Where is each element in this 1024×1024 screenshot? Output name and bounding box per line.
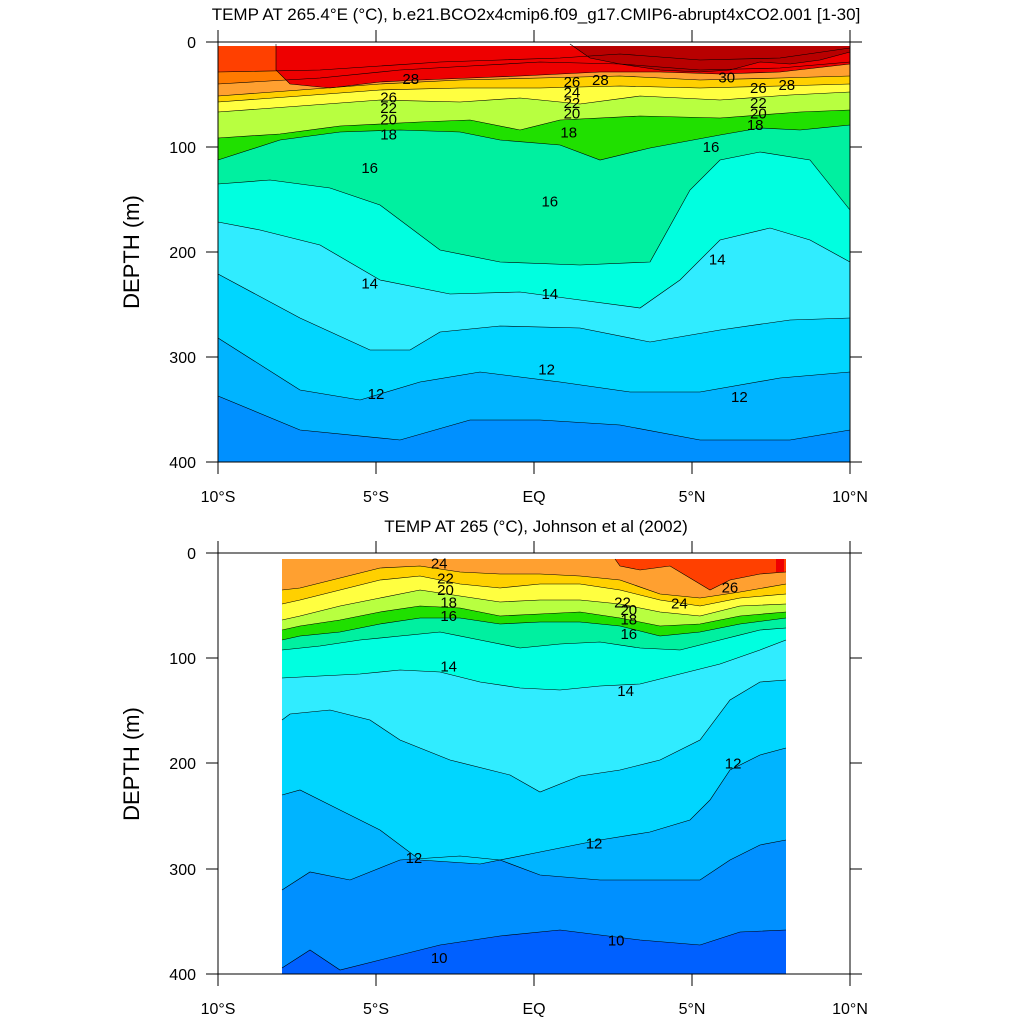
contour-label: 24 — [431, 556, 448, 573]
y-tick-label: 400 — [169, 967, 196, 984]
contour-label: 26 — [722, 580, 739, 597]
x-ticks — [217, 30, 851, 474]
x-tick-labels: 10°S 5°S EQ 5°N 10°N — [201, 1001, 868, 1018]
contour-label: 14 — [541, 286, 558, 303]
y-axis-label: DEPTH (m) — [119, 707, 144, 821]
contour-label: 16 — [541, 194, 558, 211]
contour-label: 14 — [617, 683, 634, 700]
contour-label: 28 — [402, 71, 419, 88]
contour-label: 12 — [725, 756, 742, 773]
x-tick-label: 5°S — [363, 1001, 389, 1018]
x-tick-label: 10°N — [832, 1001, 868, 1018]
x-ticks — [217, 541, 851, 986]
contour-label: 24 — [671, 596, 688, 613]
y-tick-label: 100 — [169, 651, 196, 668]
contour-label: 30 — [718, 70, 735, 87]
y-tick-labels: 0 100 200 300 400 — [169, 546, 196, 984]
y-tick-label: 200 — [169, 756, 196, 773]
y-tick-label: 0 — [187, 35, 196, 52]
contour-label: 20 — [620, 602, 637, 619]
x-tick-label: 5°N — [679, 1001, 706, 1018]
y-tick-labels: 0 100 200 300 400 — [169, 35, 196, 472]
contour-label: 12 — [586, 835, 603, 852]
contour-label: 18 — [560, 124, 577, 141]
contour-label: 18 — [380, 126, 397, 143]
contour-fill — [282, 559, 786, 974]
y-tick-label: 300 — [169, 862, 196, 879]
panel-model: TEMP AT 265.4°E (°C), b.e21.BCO2x4cmip6.… — [119, 5, 868, 506]
contour-label: 16 — [361, 160, 378, 177]
contour-label: 16 — [440, 608, 457, 625]
contour-label: 14 — [709, 251, 726, 268]
y-tick-label: 400 — [169, 455, 196, 472]
chart-title: TEMP AT 265.4°E (°C), b.e21.BCO2x4cmip6.… — [212, 5, 861, 24]
band-22-24 — [282, 559, 786, 598]
contour-label: 10 — [431, 950, 448, 967]
contour-label: 20 — [380, 112, 397, 129]
contour-label: 18 — [620, 611, 637, 628]
y-tick-label: 200 — [169, 245, 196, 262]
y-ticks — [206, 552, 862, 975]
contour-fill — [218, 40, 850, 462]
band-28-30 — [776, 559, 784, 572]
chart-title: TEMP AT 265 (°C), Johnson et al (2002) — [384, 517, 688, 536]
contour-label: 26 — [380, 90, 397, 107]
x-tick-label: 10°S — [201, 1001, 236, 1018]
contour-label: 22 — [614, 594, 631, 611]
contour-label: 20 — [564, 105, 581, 122]
contour-label: 22 — [564, 95, 581, 112]
contour-label: 24 — [564, 84, 581, 101]
y-tick-label: 0 — [187, 546, 196, 563]
y-tick-label: 100 — [169, 140, 196, 157]
contour-label: 12 — [538, 362, 555, 379]
contour-label: 12 — [731, 389, 748, 406]
y-tick-label: 300 — [169, 350, 196, 367]
x-tick-label: 10°S — [201, 489, 236, 506]
contour-label: 26 — [564, 74, 581, 91]
contour-label: 10 — [608, 932, 625, 949]
contour-label: 22 — [750, 95, 767, 112]
contour-label: 16 — [620, 626, 637, 643]
band-26-28 — [615, 559, 786, 590]
contour-label: 16 — [703, 139, 720, 156]
contour-lines — [281, 558, 787, 971]
band-above-30 — [570, 44, 850, 72]
contour-label: 14 — [440, 659, 457, 676]
contour-label: 28 — [778, 77, 795, 94]
x-tick-label: EQ — [522, 489, 545, 506]
x-tick-label: 5°N — [679, 489, 706, 506]
contour-label: 14 — [361, 276, 378, 293]
contour-label: 22 — [437, 570, 454, 587]
contour-label: 12 — [368, 386, 385, 403]
x-tick-labels: 10°S 5°S EQ 5°N 10°N — [201, 489, 868, 506]
contour-label: 20 — [437, 582, 454, 599]
contour-label: 12 — [406, 850, 423, 867]
contour-label: 22 — [380, 100, 397, 117]
surface-gap — [218, 42, 850, 46]
panel-observed: TEMP AT 265 (°C), Johnson et al (2002) D… — [119, 517, 868, 1018]
contour-label: 28 — [592, 72, 609, 89]
contour-label: 20 — [750, 105, 767, 122]
x-tick-label: EQ — [522, 1001, 545, 1018]
contour-label: 18 — [440, 594, 457, 611]
y-ticks — [206, 41, 862, 463]
y-axis-label: DEPTH (m) — [119, 195, 144, 309]
contour-lines — [217, 43, 851, 441]
x-tick-label: 10°N — [832, 489, 868, 506]
x-tick-label: 5°S — [363, 489, 389, 506]
contour-label: 18 — [747, 117, 764, 134]
contour-label: 26 — [750, 80, 767, 97]
